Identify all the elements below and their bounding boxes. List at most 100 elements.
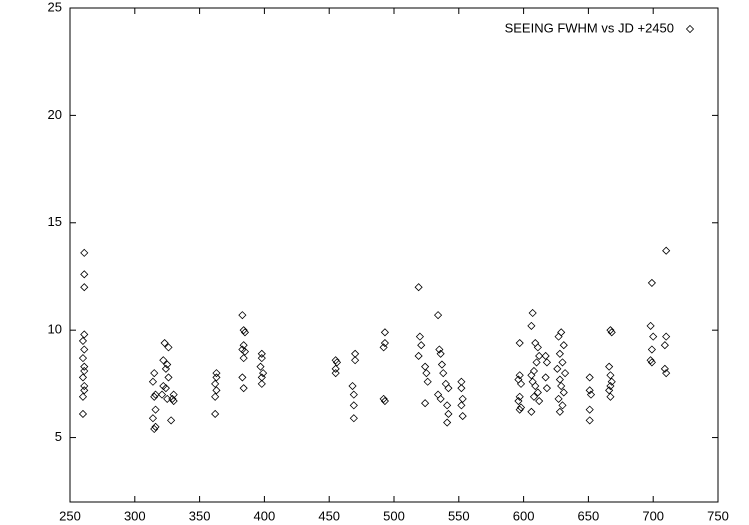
point	[80, 381, 89, 391]
point	[441, 379, 450, 388]
point	[238, 373, 247, 382]
point	[532, 358, 541, 367]
point	[239, 341, 248, 350]
point	[238, 311, 247, 320]
point	[585, 405, 594, 414]
x-tick-label: 650	[578, 508, 600, 523]
point	[443, 401, 452, 410]
y-tick-label: 15	[48, 214, 62, 229]
point	[349, 390, 358, 399]
point	[433, 390, 443, 399]
point	[80, 283, 89, 292]
point	[80, 386, 89, 395]
point	[211, 379, 220, 388]
point	[80, 330, 89, 339]
point	[527, 321, 536, 330]
point	[332, 358, 342, 367]
point	[150, 369, 159, 378]
point	[78, 336, 88, 345]
point	[444, 384, 453, 393]
point	[528, 377, 537, 386]
x-tick-label: 600	[513, 508, 535, 523]
point	[555, 375, 564, 384]
point	[557, 381, 566, 391]
point	[529, 392, 539, 401]
point	[607, 377, 616, 386]
x-tick-label: 400	[254, 508, 276, 523]
point	[160, 338, 169, 348]
point	[558, 401, 567, 410]
point	[239, 326, 248, 335]
point	[647, 345, 656, 354]
point	[553, 364, 562, 373]
x-tick-label: 250	[59, 508, 81, 523]
point	[559, 388, 568, 397]
point	[514, 396, 523, 406]
point	[211, 392, 220, 401]
point	[164, 343, 173, 352]
point	[649, 332, 658, 341]
point	[417, 341, 426, 350]
legend-marker	[685, 24, 695, 34]
point	[457, 384, 466, 393]
point	[331, 364, 340, 373]
point	[257, 379, 266, 388]
point	[380, 328, 389, 337]
point	[239, 384, 248, 393]
point	[533, 343, 542, 352]
point	[531, 338, 540, 348]
point	[161, 384, 170, 393]
point	[212, 369, 221, 378]
point	[349, 401, 358, 410]
point	[436, 394, 445, 403]
point	[433, 311, 443, 320]
y-tick-label: 10	[48, 322, 62, 337]
point	[256, 362, 265, 371]
point	[80, 270, 89, 279]
point	[167, 416, 176, 425]
x-tick-label: 550	[448, 508, 470, 523]
point	[516, 379, 526, 388]
point	[662, 332, 671, 341]
point	[150, 424, 159, 434]
point	[515, 392, 524, 401]
point	[148, 377, 158, 386]
point	[240, 328, 250, 337]
point	[647, 358, 656, 367]
point	[516, 403, 526, 412]
point	[561, 369, 570, 378]
point	[415, 332, 424, 341]
y-tick-label: 20	[48, 107, 62, 122]
x-tick-label: 300	[124, 508, 146, 523]
point	[515, 371, 524, 380]
x-tick-label: 500	[383, 508, 405, 523]
point	[78, 373, 88, 382]
point	[148, 414, 158, 423]
point	[379, 394, 388, 403]
point	[414, 351, 423, 361]
point	[380, 338, 389, 348]
point	[542, 384, 551, 393]
point	[80, 362, 89, 371]
point	[161, 364, 170, 373]
point	[78, 354, 88, 363]
point	[533, 388, 542, 397]
point	[555, 407, 564, 416]
point	[457, 401, 466, 410]
point	[607, 328, 616, 337]
point	[439, 369, 448, 378]
point	[157, 390, 167, 399]
point	[151, 405, 160, 414]
point	[421, 399, 430, 408]
point	[240, 347, 250, 356]
y-tick-label: 25	[48, 0, 62, 14]
point	[423, 377, 432, 386]
point	[515, 338, 524, 348]
point	[163, 360, 172, 369]
point	[257, 349, 266, 358]
point	[150, 392, 159, 401]
point	[662, 246, 671, 255]
point	[660, 341, 669, 350]
point	[458, 412, 467, 421]
